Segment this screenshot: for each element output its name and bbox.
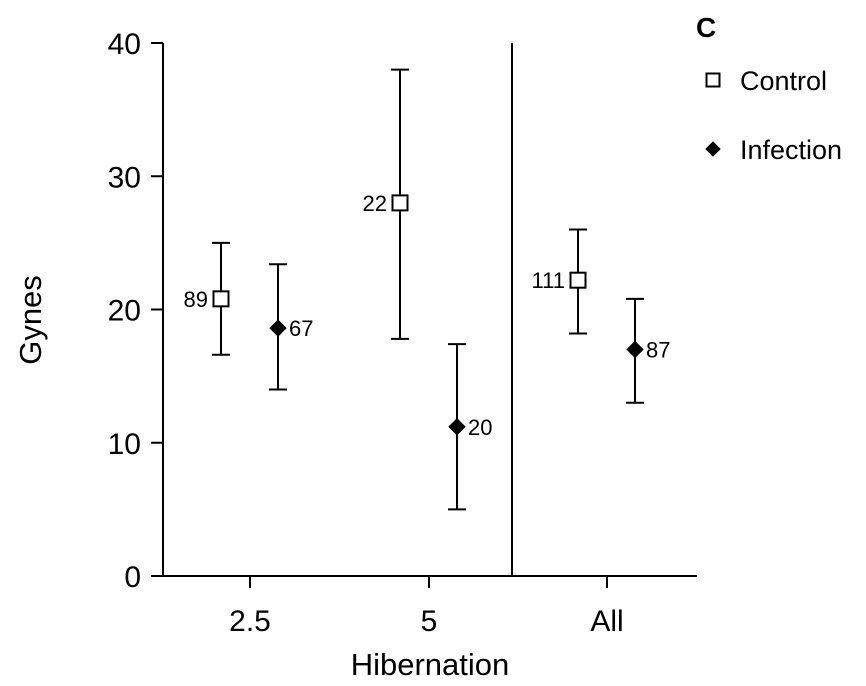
legend-square-icon (705, 72, 721, 88)
y-tick-label: 10 (108, 428, 141, 461)
axes: 0 10 20 30 40 2.5 5 All (108, 28, 697, 638)
sample-size-label: 67 (289, 316, 313, 341)
sample-size-label: 89 (184, 287, 208, 312)
control-point (391, 194, 409, 212)
legend-label: Control (740, 66, 827, 96)
infection-point (269, 319, 287, 337)
control-point (569, 271, 587, 289)
x-tick-label: 2.5 (229, 605, 271, 638)
x-tick-label: All (590, 605, 623, 638)
sample-size-label: 111 (532, 268, 565, 293)
sample-size-label: 20 (468, 415, 492, 440)
sample-size-label: 22 (363, 191, 387, 216)
infection-point (626, 340, 644, 359)
y-tick-label: 20 (108, 295, 141, 328)
legend-diamond-icon (705, 141, 721, 157)
infection-point (448, 418, 466, 436)
legend-label: Infection (740, 135, 842, 165)
x-axis-title: Hibernation (351, 647, 510, 682)
panel-label: C (696, 12, 716, 43)
chart-marks: 89 22 111 67 20 87 (184, 68, 670, 511)
y-tick-label: 0 (124, 561, 141, 594)
y-axis-title: Gynes (13, 275, 48, 365)
y-tick-label: 30 (108, 161, 141, 194)
sample-size-label: 87 (646, 337, 670, 362)
legend: Control Infection (705, 66, 842, 165)
control-point (212, 290, 230, 308)
x-tick-label: 5 (421, 605, 438, 638)
y-tick-label: 40 (108, 28, 141, 61)
